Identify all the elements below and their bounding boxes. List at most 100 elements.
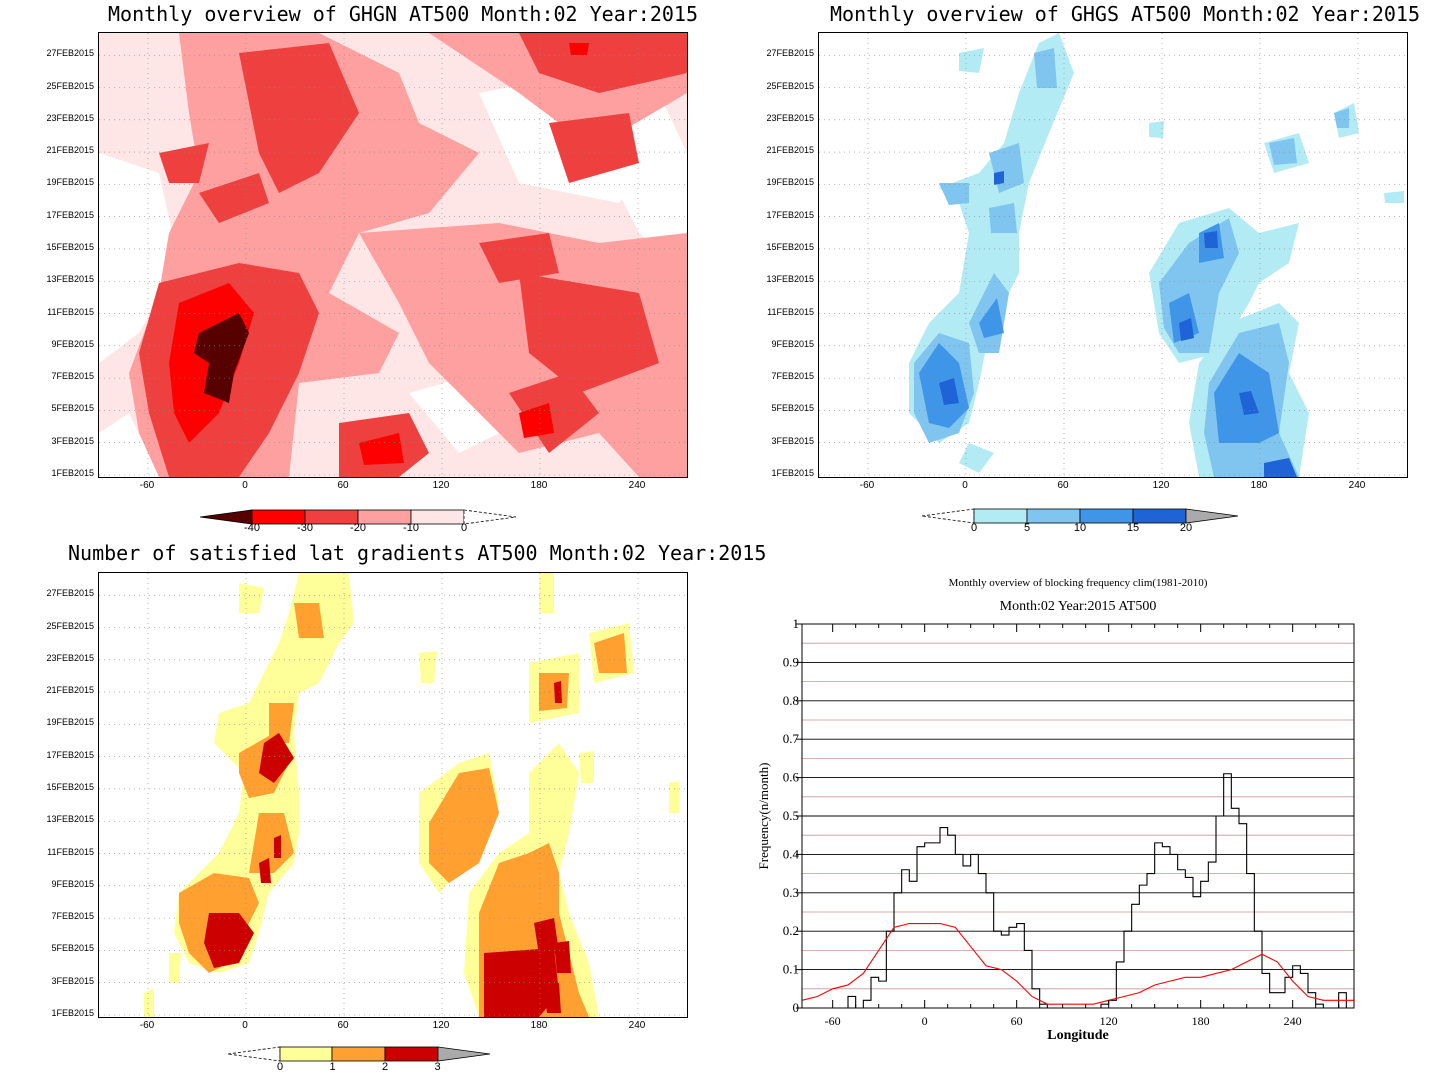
ghgn-x-tick-label: -60 bbox=[139, 480, 155, 491]
x-tick-label: 240 bbox=[1284, 1014, 1302, 1028]
ghgn-y-tick-label: 7FEB2015 bbox=[51, 371, 94, 382]
ghgs-gridlines bbox=[819, 33, 1407, 477]
ghgn-colorbar bbox=[200, 509, 517, 525]
ghgs-y-tick-label: 3FEB2015 bbox=[771, 435, 814, 446]
grad-x-tick-label: 0 bbox=[242, 1020, 248, 1031]
ghgn-y-tick-label: 27FEB2015 bbox=[46, 48, 94, 59]
y-tick-label: 0 bbox=[793, 1000, 800, 1015]
gradients-gridlines bbox=[99, 573, 687, 1017]
ghgs-y-tick-label: 17FEB2015 bbox=[766, 209, 814, 220]
grad-x-tick-label: 180 bbox=[530, 1020, 548, 1031]
y-tick-label: 0.2 bbox=[783, 923, 799, 938]
ghgs-x-tick-label: 120 bbox=[1152, 480, 1170, 491]
ghgs-colorbar-label: 20 bbox=[1179, 522, 1193, 534]
ghgn-x-tick-label: 0 bbox=[242, 480, 248, 491]
grad-y-tick-label: 25FEB2015 bbox=[46, 620, 94, 631]
ghgs-colorbar-label: 15 bbox=[1126, 522, 1140, 534]
ghgs-y-tick-label: 9FEB2015 bbox=[771, 338, 814, 349]
grad-y-tick-label: 19FEB2015 bbox=[46, 717, 94, 728]
ghgn-y-tick-label: 1FEB2015 bbox=[51, 468, 94, 478]
ghgs-y-tick-label: 11FEB2015 bbox=[767, 306, 814, 317]
ghgs-colorbar-label: 10 bbox=[1073, 522, 1087, 534]
y-tick-label: 0.3 bbox=[783, 885, 799, 900]
y-tick-label: 0.9 bbox=[783, 654, 799, 669]
ghgs-y-tick-label: 19FEB2015 bbox=[766, 177, 814, 188]
ghgn-y-tick-label: 9FEB2015 bbox=[51, 338, 94, 349]
gradients-colorbar-label: 2 bbox=[381, 1061, 389, 1073]
blocking-frequency-series bbox=[801, 773, 1354, 1009]
ghgn-gridlines bbox=[99, 33, 687, 477]
ghgn-y-tick-label: 13FEB2015 bbox=[46, 274, 94, 285]
grad-y-tick-label: 11FEB2015 bbox=[47, 846, 94, 857]
grad-y-tick-label: 1FEB2015 bbox=[51, 1008, 94, 1018]
gradients-colorbar-label: 3 bbox=[434, 1061, 441, 1073]
ghgn-y-tick-label: 5FEB2015 bbox=[51, 403, 94, 414]
blocking-frequency-subtitle: Month:02 Year:2015 AT500 bbox=[999, 599, 1157, 614]
y-tick-label: 1 bbox=[793, 616, 800, 631]
blocking-frequency-xlabel: Longitude bbox=[1047, 1028, 1108, 1043]
y-tick-label: 0.5 bbox=[783, 808, 799, 823]
grad-y-tick-label: 13FEB2015 bbox=[46, 814, 94, 825]
ghgn-x-tick-label: 240 bbox=[628, 480, 646, 491]
ghgs-y-tick-label: 25FEB2015 bbox=[766, 80, 814, 91]
grad-y-tick-label: 15FEB2015 bbox=[46, 781, 94, 792]
ghgn-y-tick-label: 25FEB2015 bbox=[46, 80, 94, 91]
ghgs-x-tick-label: 180 bbox=[1250, 480, 1268, 491]
ghgn-y-tick-label: 3FEB2015 bbox=[51, 435, 94, 446]
x-tick-label: 180 bbox=[1192, 1014, 1210, 1028]
ghgs-y-tick-label: 21FEB2015 bbox=[766, 145, 814, 156]
ghgs-colorbar bbox=[922, 508, 1239, 524]
ghgs-y-tick-label: 7FEB2015 bbox=[771, 371, 814, 382]
ghgs-y-tick-label: 5FEB2015 bbox=[771, 403, 814, 414]
ghgs-x-tick-label: 60 bbox=[1057, 480, 1069, 491]
ghgs-contour-field bbox=[819, 33, 1407, 477]
ghgn-title: Monthly overview of GHGN AT500 Month:02 … bbox=[108, 2, 699, 26]
ghgn-plot bbox=[98, 32, 688, 478]
ghgs-y-tick-label: 27FEB2015 bbox=[766, 48, 814, 59]
ghgs-y-tick-label: 1FEB2015 bbox=[771, 468, 814, 478]
ghgn-x-tick-label: 60 bbox=[337, 480, 349, 491]
ghgs-colorbar-label: 0 bbox=[970, 522, 978, 534]
y-tick-label: 0.1 bbox=[783, 962, 799, 977]
ghgs-plot bbox=[818, 32, 1408, 478]
ghgn-y-tick-label: 15FEB2015 bbox=[46, 241, 94, 252]
ghgs-colorbar-label: 5 bbox=[1023, 522, 1031, 534]
ghgn-x-tick-label: 180 bbox=[530, 480, 548, 491]
blocking-frequency-chart: 0 0.1 0.2 0.3 0.4 0.5 0.6 0.7 0.8 0.9 1 -60 0 60 120 18… bbox=[756, 616, 1355, 1043]
x-tick-label: -60 bbox=[825, 1014, 841, 1028]
blocking-frequency-title: Monthly overview of blocking frequency c… bbox=[948, 577, 1208, 589]
grad-x-tick-label: 240 bbox=[628, 1020, 646, 1031]
ghgs-x-tick-label: 0 bbox=[962, 480, 968, 491]
blocking-frequency-ticks: 0 0.1 0.2 0.3 0.4 0.5 0.6 0.7 0.8 0.9 1 -60 0 60 120 18… bbox=[783, 616, 1340, 1028]
ghgs-y-tick-label: 13FEB2015 bbox=[766, 274, 814, 285]
grad-y-tick-label: 23FEB2015 bbox=[46, 652, 94, 663]
y-tick-label: 0.8 bbox=[783, 693, 799, 708]
ghgn-colorbar-label: -30 bbox=[297, 522, 313, 534]
ghgn-y-tick-label: 23FEB2015 bbox=[46, 112, 94, 123]
gradients-colorbar-label: 1 bbox=[329, 1061, 336, 1073]
ghgn-colorbar-label: 0 bbox=[460, 522, 468, 534]
ghgn-contour-field bbox=[99, 33, 687, 477]
grad-x-tick-label: 120 bbox=[432, 1020, 450, 1031]
ghgn-x-tick-label: 120 bbox=[432, 480, 450, 491]
gradients-colorbar-label: 0 bbox=[276, 1061, 284, 1073]
gradients-plot bbox=[98, 572, 688, 1018]
ghgs-x-tick-label: -60 bbox=[859, 480, 875, 491]
ghgn-y-tick-label: 11FEB2015 bbox=[47, 306, 94, 317]
x-tick-label: 0 bbox=[922, 1014, 928, 1028]
ghgn-colorbar-label: -10 bbox=[403, 522, 419, 534]
x-tick-label: 120 bbox=[1100, 1014, 1118, 1028]
blocking-frequency-gridlines bbox=[802, 642, 1354, 990]
y-tick-label: 0.7 bbox=[783, 731, 800, 746]
ghgn-colorbar-label: -40 bbox=[244, 522, 260, 534]
y-tick-label: 0.4 bbox=[783, 846, 800, 861]
ghgs-title: Monthly overview of GHGS AT500 Month:02 … bbox=[830, 2, 1421, 26]
gradients-colorbar bbox=[228, 1046, 491, 1062]
ghgs-y-tick-label: 15FEB2015 bbox=[766, 241, 814, 252]
y-tick-label: 0.6 bbox=[783, 770, 800, 785]
ghgs-x-tick-label: 240 bbox=[1348, 480, 1366, 491]
grad-x-tick-label: -60 bbox=[139, 1020, 155, 1031]
climatology-line bbox=[801, 922, 1354, 1005]
grad-y-tick-label: 7FEB2015 bbox=[51, 911, 94, 922]
grad-y-tick-label: 21FEB2015 bbox=[46, 685, 94, 696]
